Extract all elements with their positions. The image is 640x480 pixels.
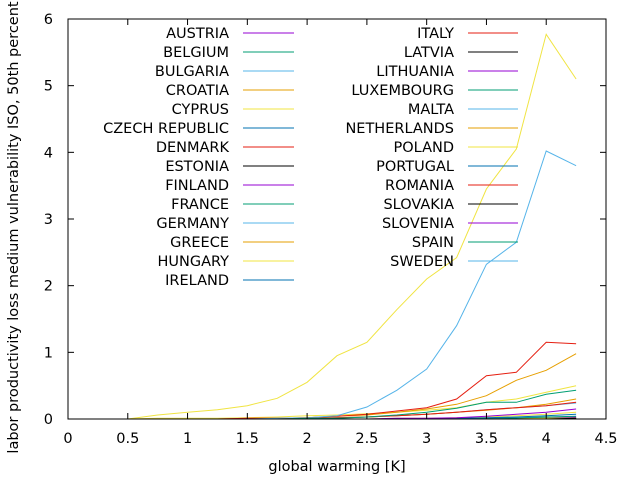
x-tick-label: 4 (542, 431, 551, 447)
legend-label-spain: SPAIN (412, 235, 454, 251)
legend-label-luxembourg: LUXEMBOURG (351, 83, 454, 99)
legend-label-italy: ITALY (417, 26, 454, 42)
legend-label-denmark: DENMARK (156, 140, 230, 156)
x-tick-label: 1 (183, 431, 192, 447)
legend-label-austria: AUSTRIA (166, 26, 229, 42)
legend-label-greece: GREECE (170, 235, 229, 251)
y-tick-label: 3 (44, 212, 53, 228)
x-tick-label: 0 (63, 431, 72, 447)
legend-label-bulgaria: BULGARIA (155, 64, 229, 80)
legend-label-malta: MALTA (408, 102, 454, 118)
x-tick-label: 0.5 (116, 431, 139, 447)
legend-label-finland: FINLAND (165, 178, 229, 194)
legend-label-ireland: IRELAND (165, 273, 229, 289)
y-tick-label: 5 (44, 79, 53, 95)
y-tick-label: 2 (44, 279, 53, 295)
legend-label-croatia: CROATIA (166, 83, 229, 99)
x-tick-label: 4.5 (594, 431, 617, 447)
legend-label-hungary: HUNGARY (157, 254, 229, 270)
y-tick-label: 1 (44, 345, 53, 361)
legend-label-poland: POLAND (394, 140, 455, 156)
x-tick-label: 2 (302, 431, 311, 447)
x-tick-label: 2.5 (355, 431, 378, 447)
x-axis-label: global warming [K] (268, 459, 405, 475)
legend-label-germany: GERMANY (156, 216, 229, 232)
x-tick-label: 3.5 (475, 431, 498, 447)
y-tick-label: 6 (44, 12, 53, 28)
legend: AUSTRIA BELGIUM BULGARIA CROATIA CYPRUS CZECH… (103, 26, 518, 289)
legend-label-estonia: ESTONIA (165, 159, 229, 175)
legend-label-czech-republic: CZECH REPUBLIC (103, 121, 229, 137)
legend-label-portugal: PORTUGAL (376, 159, 454, 175)
legend-label-romania: ROMANIA (385, 178, 454, 194)
legend-label-slovakia: SLOVAKIA (383, 197, 454, 213)
x-tick-label: 3 (422, 431, 431, 447)
legend-label-lithuania: LITHUANIA (376, 64, 454, 80)
series-line-cyprus (127, 385, 577, 420)
legend-label-latvia: LATVIA (404, 45, 454, 61)
series-line-unlabeled-27 (127, 33, 577, 420)
y-tick-label: 0 (44, 412, 53, 428)
x-tick-label: 1.5 (236, 431, 259, 447)
legend-label-sweden: SWEDEN (390, 254, 454, 270)
legend-label-france: FRANCE (171, 197, 229, 213)
y-axis-label: labor productivity loss medium vulnerabi… (6, 0, 22, 454)
legend-label-netherlands: NETHERLANDS (345, 121, 454, 137)
legend-label-belgium: BELGIUM (163, 45, 229, 61)
legend-label-slovenia: SLOVENIA (382, 216, 454, 232)
ticks-layer: 0 0.5 1 1.5 2 2.5 3 3.5 4 4.5 0 1 2 3 4 5 6 (44, 12, 618, 447)
legend-label-cyprus: CYPRUS (172, 102, 229, 118)
y-tick-label: 4 (44, 145, 53, 161)
